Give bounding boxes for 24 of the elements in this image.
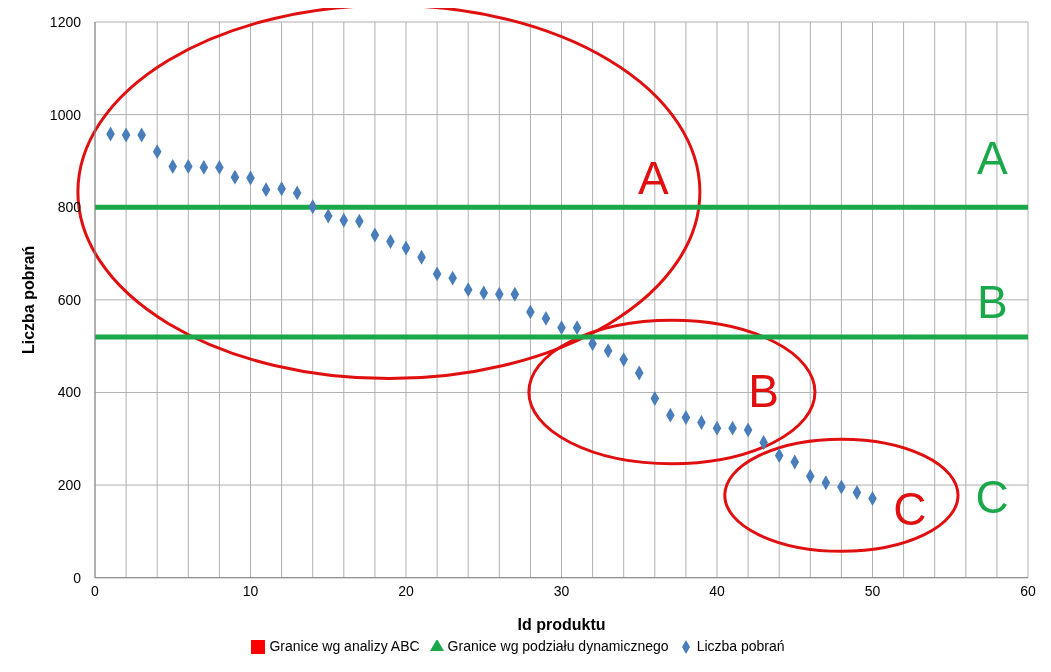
x-tick-label: 10: [242, 582, 259, 599]
y-axis-title: Liczba pobrań: [19, 245, 37, 355]
y-tick-label: 600: [57, 291, 82, 308]
annotation: A: [976, 131, 1008, 184]
x-tick-label: 0: [91, 582, 100, 599]
y-tick-label: 1000: [49, 106, 82, 123]
legend-label: Granice wg analizy ABC: [269, 637, 420, 654]
annotation: C: [893, 482, 927, 535]
x-tick-label: 20: [398, 582, 414, 599]
annotation: C: [975, 470, 1009, 523]
annotation: A: [637, 152, 669, 205]
y-tick-label: 200: [57, 477, 82, 494]
annotation: B: [976, 275, 1008, 328]
x-tick-label: 60: [1020, 582, 1036, 599]
legend-label: Liczba pobrań: [696, 637, 785, 654]
y-tick-label: 400: [57, 384, 82, 401]
x-tick-label: 30: [553, 582, 570, 599]
x-tick-label: 40: [709, 582, 725, 599]
legend-label: Granice wg podziału dynamicznego: [447, 637, 669, 654]
y-tick-label: 1200: [49, 13, 82, 30]
y-tick-label: 0: [73, 569, 82, 586]
x-tick-label: 50: [864, 582, 881, 599]
x-axis-title: Id produktu: [517, 615, 606, 633]
annotation: B: [748, 365, 779, 418]
